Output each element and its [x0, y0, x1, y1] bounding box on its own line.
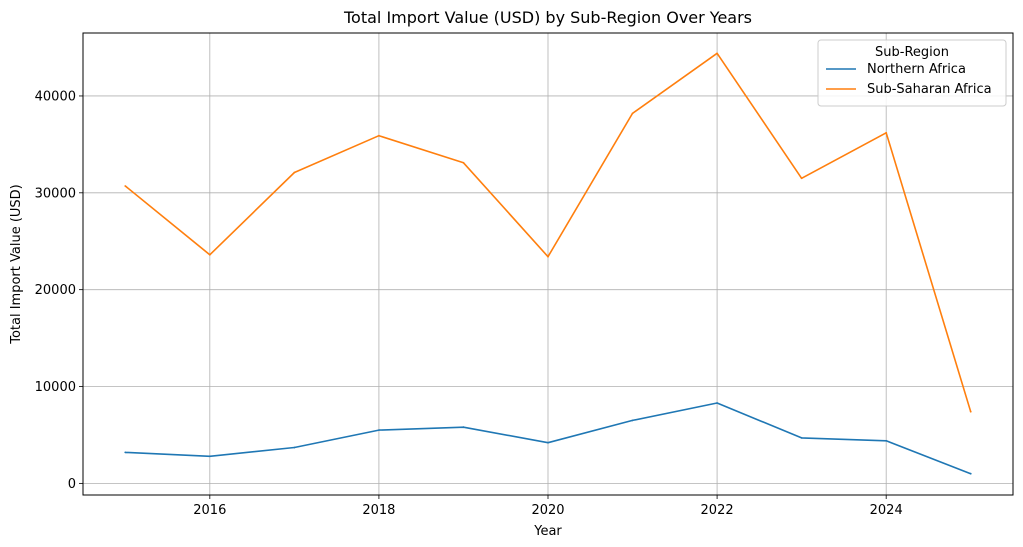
y-tick-label: 20000 [35, 283, 76, 298]
legend-label-sub-saharan-africa: Sub-Saharan Africa [867, 82, 992, 97]
x-axis: 2016 2018 2020 2022 2024 [193, 495, 903, 518]
x-tick-label: 2020 [531, 503, 564, 518]
data-point-northern-africa [378, 429, 380, 432]
data-point-sub-saharan-africa [124, 185, 127, 187]
legend-title: Sub-Region [875, 45, 949, 60]
legend-label-northern-africa: Northern Africa [867, 62, 966, 77]
data-point-sub-saharan-africa [716, 52, 718, 55]
data-point-sub-saharan-africa [969, 410, 972, 413]
legend: Sub-Region Northern Africa Sub-Saharan Af… [817, 39, 1007, 107]
data-point-northern-africa [208, 455, 211, 458]
data-point-sub-saharan-africa [378, 134, 380, 137]
x-tick-label: 2016 [193, 503, 226, 518]
data-point-sub-saharan-africa [547, 255, 549, 258]
x-axis-label: Year [533, 524, 562, 539]
x-tick-label: 2024 [870, 503, 903, 518]
legend-box [817, 39, 1007, 107]
legend-items: Northern Africa Sub-Saharan Africa [826, 62, 992, 97]
data-point-sub-saharan-africa [885, 131, 888, 134]
y-tick-label: 0 [68, 477, 76, 492]
data-point-northern-africa [969, 472, 972, 475]
y-tick-label: 40000 [35, 89, 76, 104]
x-tick-label: 2022 [701, 503, 734, 518]
data-point-sub-saharan-africa [208, 253, 211, 256]
data-point-northern-africa [631, 419, 634, 422]
series-layer [124, 52, 972, 475]
data-point-northern-africa [885, 439, 888, 442]
data-point-northern-africa [293, 446, 296, 449]
data-point-sub-saharan-africa [631, 112, 634, 115]
data-point-sub-saharan-africa [800, 177, 803, 180]
data-point-northern-africa [547, 441, 549, 444]
data-point-northern-africa [124, 451, 127, 454]
data-point-sub-saharan-africa [293, 171, 296, 174]
y-axis: 0 10000 20000 30000 40000 [35, 89, 83, 492]
y-axis-label: Total Import Value (USD) [9, 184, 24, 345]
data-point-northern-africa [800, 436, 803, 439]
y-tick-label: 10000 [35, 380, 76, 395]
y-tick-label: 30000 [35, 186, 76, 201]
data-point-northern-africa [462, 426, 465, 429]
data-point-northern-africa [716, 402, 718, 404]
data-point-sub-saharan-africa [462, 161, 465, 164]
chart-title: Total Import Value (USD) by Sub-Region O… [343, 8, 752, 27]
x-tick-label: 2018 [362, 503, 395, 518]
